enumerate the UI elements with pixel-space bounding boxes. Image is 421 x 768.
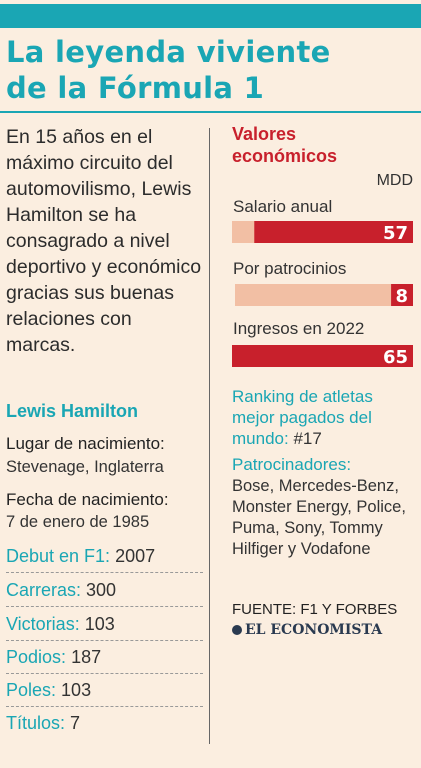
birthdate-value: 7 de enero de 1985 xyxy=(6,513,150,531)
birthplace-label: Lugar de nacimiento: xyxy=(6,434,165,453)
bar-label-sponsors: Por patrocinios xyxy=(233,259,347,278)
birthplace-value: Stevenage, Inglaterra xyxy=(6,458,164,476)
stat-divider xyxy=(6,640,203,641)
top-accent-bar xyxy=(0,4,421,28)
publisher-name: EL ECONOMISTA xyxy=(245,622,383,638)
stat-wins: Victorias: 103 xyxy=(6,612,203,636)
stat-debut: Debut en F1: 2007 xyxy=(6,544,203,568)
stat-divider xyxy=(6,606,203,607)
bar-label-income: Ingresos en 2022 xyxy=(233,319,365,338)
stat-label: Victorias: xyxy=(6,614,80,634)
globe-icon xyxy=(232,625,242,635)
stat-label: Carreras: xyxy=(6,580,82,600)
page-title: La leyenda viviente de la Fórmula 1 xyxy=(6,34,416,106)
stat-divider xyxy=(6,706,203,707)
stat-poles: Poles: 103 xyxy=(6,678,203,702)
ranking-text: Ranking de atletas mejor pagados del mun… xyxy=(232,386,418,449)
stat-races: Carreras: 300 xyxy=(6,578,203,602)
stat-podiums: Podios: 187 xyxy=(6,645,203,669)
stat-divider xyxy=(6,673,203,674)
bar xyxy=(254,221,413,243)
bar-track xyxy=(235,284,413,306)
stat-label: Poles: xyxy=(6,680,57,700)
title-line-1: La leyenda viviente xyxy=(6,35,331,69)
publisher-logo: EL ECONOMISTA xyxy=(232,622,382,638)
sponsors-label: Patrocinadores: xyxy=(232,455,352,474)
stat-value: 2007 xyxy=(115,546,156,566)
title-divider xyxy=(0,111,421,113)
stat-divider xyxy=(6,572,203,573)
stat-value: 103 xyxy=(61,680,92,700)
sponsors-list: Bose, Mercedes-Benz, Monster Energy, Pol… xyxy=(232,477,406,558)
birthdate-label: Fecha de nacimiento: xyxy=(6,490,169,509)
chart-title: Valores económicos xyxy=(232,124,338,166)
bar xyxy=(391,284,413,306)
column-divider xyxy=(209,128,210,744)
title-line-2: de la Fórmula 1 xyxy=(6,71,265,105)
stat-label: Debut en F1: xyxy=(6,546,111,566)
bar-value-label: 8 xyxy=(395,286,408,307)
stat-label: Podios: xyxy=(6,647,67,667)
bar-value-label: 65 xyxy=(383,347,408,368)
athlete-name: Lewis Hamilton xyxy=(6,401,139,421)
ranking-label: Ranking de atletas mejor pagados del mun… xyxy=(232,387,373,448)
stat-value: 7 xyxy=(70,713,81,733)
ranking-value: #17 xyxy=(293,429,322,448)
stat-value: 300 xyxy=(86,580,117,600)
bar-value-label: 57 xyxy=(383,223,408,244)
stat-value: 187 xyxy=(71,647,102,667)
bar xyxy=(232,345,413,367)
source-note: FUENTE: F1 Y FORBES xyxy=(232,601,398,618)
stat-titles: Títulos: 7 xyxy=(6,711,203,735)
intro-text: En 15 años en el máximo circuito del aut… xyxy=(6,126,202,356)
stat-label: Títulos: xyxy=(6,713,66,733)
stat-value: 103 xyxy=(84,614,115,634)
chart-unit: MDD xyxy=(376,172,413,189)
bar-label-salary: Salario anual xyxy=(233,197,333,216)
